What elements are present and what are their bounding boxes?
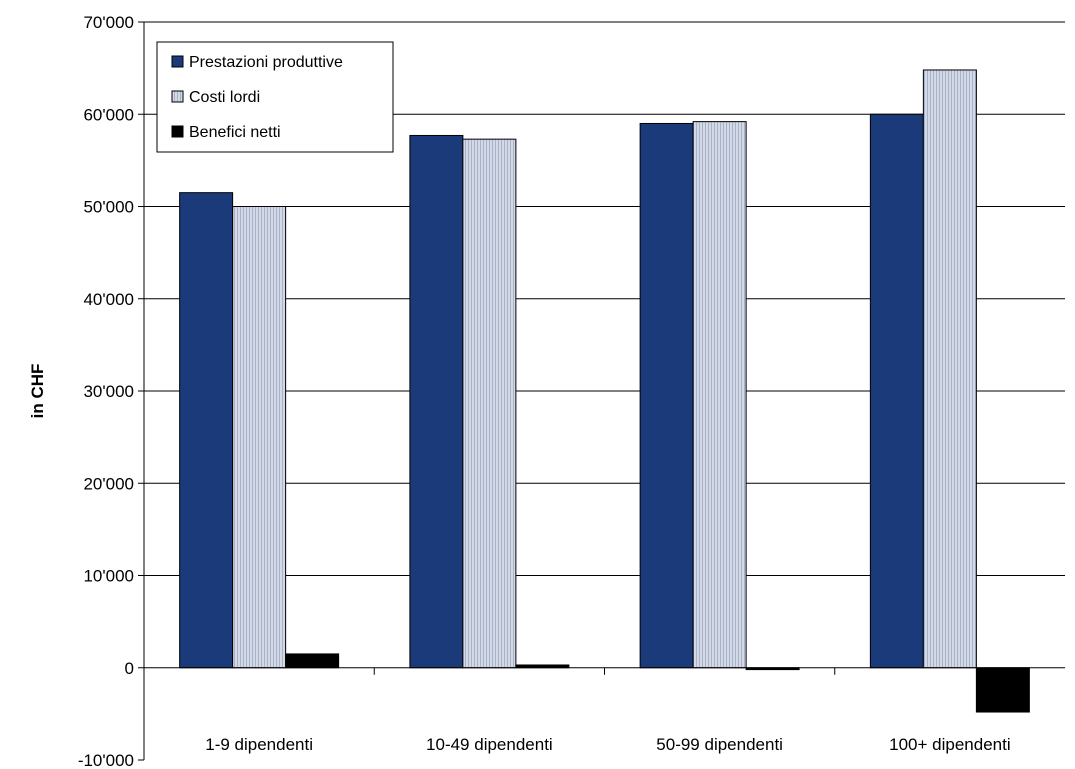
y-tick-label: 20'000 — [83, 474, 134, 493]
legend-entry-label: Prestazioni produttive — [189, 54, 343, 71]
x-tick-label: 10-49 dipendenti — [426, 735, 553, 754]
y-axis-title: in CHF — [28, 364, 47, 419]
y-tick-label: 10'000 — [83, 567, 134, 586]
y-tick-label: 40'000 — [83, 290, 134, 309]
bar-costi — [462, 138, 517, 669]
x-tick-label: 1-9 dipendenti — [205, 735, 313, 754]
bar-benefici — [285, 653, 340, 669]
bar-prestazioni — [409, 134, 464, 669]
y-tick-label: 60'000 — [83, 105, 134, 124]
bar-prestazioni — [639, 122, 694, 669]
bar-prestazioni — [869, 113, 924, 669]
x-tick-label: 50-99 dipendenti — [656, 735, 783, 754]
legend-swatch — [171, 90, 184, 103]
bar-costi — [922, 69, 977, 669]
bar-costi — [692, 121, 747, 669]
legend-swatch — [171, 55, 184, 68]
legend-entry-label: Costi lordi — [189, 89, 260, 106]
bar-benefici — [975, 667, 1030, 713]
y-tick-label: 30'000 — [83, 382, 134, 401]
y-tick-label: 70'000 — [83, 13, 134, 32]
bar-prestazioni — [179, 192, 234, 669]
legend-swatch — [171, 125, 184, 138]
legend: Prestazioni produttive Costi lordi Benefic… — [156, 41, 394, 153]
legend-box — [156, 41, 394, 153]
x-tick-label: 100+ dipendenti — [889, 735, 1010, 754]
bar-costi — [232, 206, 287, 669]
legend-entry-label: Benefici netti — [189, 124, 281, 141]
y-tick-label: 0 — [125, 659, 134, 678]
y-tick-label: 50'000 — [83, 198, 134, 217]
y-tick-label: -10'000 — [78, 751, 134, 769]
